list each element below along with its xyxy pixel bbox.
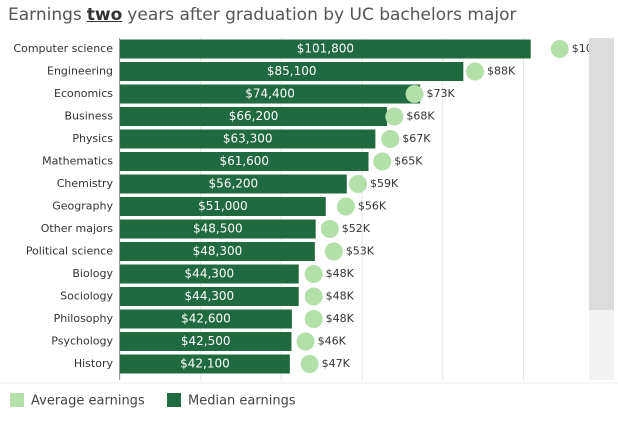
bar xyxy=(120,174,347,194)
dot xyxy=(300,355,319,373)
y-tick-label: Mathematics xyxy=(42,155,113,168)
bar xyxy=(120,287,299,306)
y-tick-label: History xyxy=(74,357,114,370)
dot-label: $52K xyxy=(342,222,371,235)
bar-label: $101,800 xyxy=(297,42,354,56)
bar xyxy=(120,129,376,149)
dot xyxy=(385,107,404,126)
y-tick-label: Chemistry xyxy=(57,177,114,190)
bar xyxy=(120,107,388,126)
dot xyxy=(373,152,392,171)
y-tick-label: Philosophy xyxy=(54,312,114,325)
bar-label: $66,200 xyxy=(229,109,279,123)
dot xyxy=(405,85,424,103)
bar xyxy=(120,242,315,261)
bar xyxy=(120,152,369,171)
dot xyxy=(296,332,315,351)
bar xyxy=(120,39,531,59)
legend-swatch xyxy=(10,393,24,407)
bar xyxy=(120,197,326,216)
dot xyxy=(304,265,323,283)
dot-label: $88K xyxy=(487,65,516,78)
dot xyxy=(336,197,355,216)
bar-label: $74,400 xyxy=(245,87,295,101)
y-tick-label: Engineering xyxy=(47,65,113,78)
dot xyxy=(381,130,400,148)
bar xyxy=(120,84,421,104)
y-tick-label: Geography xyxy=(52,200,113,213)
bar-label: $42,600 xyxy=(181,312,231,326)
dot-label: $68K xyxy=(406,110,435,123)
bar-label: $48,500 xyxy=(193,222,243,236)
dot-label: $56K xyxy=(358,200,387,213)
dot xyxy=(349,175,368,193)
dot xyxy=(304,287,323,306)
y-tick-label: Political science xyxy=(26,245,113,258)
bar-label: $63,300 xyxy=(223,132,273,146)
bar-label: $42,500 xyxy=(181,334,231,348)
bar-label: $44,300 xyxy=(185,267,235,281)
y-tick-label: Computer science xyxy=(13,42,113,55)
dot-label: $48K xyxy=(326,290,355,303)
dot-label: $53K xyxy=(346,245,375,258)
title-text: years after graduation by UC bachelors m… xyxy=(127,5,517,25)
bar-label: $48,300 xyxy=(193,244,243,258)
y-tick-label: Biology xyxy=(72,267,113,280)
dot-label: $48K xyxy=(326,267,355,280)
bar-label: $42,100 xyxy=(180,357,230,371)
legend-label: Median earnings xyxy=(188,394,296,409)
y-tick-label: Psychology xyxy=(51,335,113,348)
legend-label: Average earnings xyxy=(31,394,145,409)
dot xyxy=(466,62,485,81)
dot xyxy=(320,220,339,238)
bar xyxy=(120,332,292,351)
y-tick-label: Physics xyxy=(72,132,113,145)
bar xyxy=(120,62,464,81)
dot xyxy=(304,310,323,328)
title-text: Earnings xyxy=(8,5,82,25)
dot-label: $47K xyxy=(322,357,351,370)
bar-label: $85,100 xyxy=(267,64,317,78)
dot-label: $67K xyxy=(402,132,431,145)
dot-label: $65K xyxy=(394,155,423,168)
title-emphasis: two xyxy=(86,5,123,25)
bar-label: $56,200 xyxy=(209,177,259,191)
dot-label: $46K xyxy=(318,335,347,348)
bar xyxy=(120,264,299,284)
dot-label: $48K xyxy=(326,312,355,325)
dot xyxy=(324,242,343,261)
y-tick-label: Economics xyxy=(54,87,113,100)
bar xyxy=(120,309,292,329)
bar xyxy=(120,219,316,239)
scrollbar-thumb xyxy=(589,38,614,310)
dot-label: $59K xyxy=(370,177,399,190)
dot-label: $73K xyxy=(427,87,456,100)
bar-label: $44,300 xyxy=(185,289,235,303)
bar-label: $51,000 xyxy=(198,199,248,213)
y-tick-label: Sociology xyxy=(60,290,113,303)
bar xyxy=(120,354,290,374)
bar-label: $61,600 xyxy=(219,154,269,168)
y-tick-label: Other majors xyxy=(41,222,113,235)
dot xyxy=(550,40,569,58)
chart-title: Earnings two years after graduation by UC … xyxy=(8,5,521,25)
legend-swatch xyxy=(167,393,181,407)
y-tick-label: Business xyxy=(64,110,113,123)
